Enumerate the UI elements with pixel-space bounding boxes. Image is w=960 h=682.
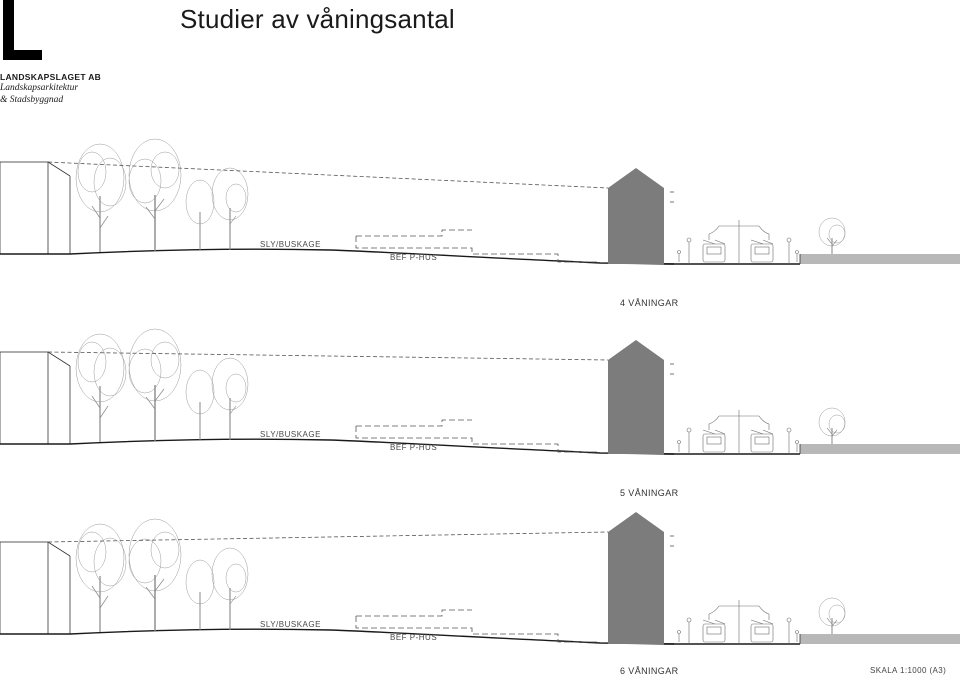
trees-left xyxy=(76,139,248,252)
section-4-floors: SLY/BUSKAGE BEF P-HUS xyxy=(0,130,960,305)
scale-note: SKALA 1:1000 (A3) xyxy=(870,666,946,675)
center-building xyxy=(608,168,664,264)
logo-mark xyxy=(0,0,45,68)
label-sly-buskage: SLY/BUSKAGE xyxy=(260,240,321,249)
label-sly-buskage: SLY/BUSKAGE xyxy=(260,430,321,439)
logo-line3: & Stadsbyggnad xyxy=(0,95,130,107)
caption-4-floors: 4 VÅNINGAR xyxy=(620,298,679,308)
tree-right xyxy=(819,218,845,254)
caption-5-floors: 5 VÅNINGAR xyxy=(620,488,679,498)
left-building-outline xyxy=(0,162,70,254)
page-title: Studier av våningsantal xyxy=(180,4,455,35)
label-bef-p-hus: BEF P-HUS xyxy=(390,443,437,452)
label-sly-buskage: SLY/BUSKAGE xyxy=(260,620,321,629)
logo-text: LANDSKAPSLAGET AB Landskapsarkitektur & … xyxy=(0,72,130,106)
logo: LANDSKAPSLAGET AB Landskapsarkitektur & … xyxy=(0,0,130,106)
logo-line1: LANDSKAPSLAGET AB xyxy=(0,72,130,83)
logo-line2: Landskapsarkitektur xyxy=(0,83,130,95)
section-5-floors: SLY/BUSKAGE BEF P-HUS xyxy=(0,320,960,495)
right-platform xyxy=(800,254,960,264)
label-bef-p-hus: BEF P-HUS xyxy=(390,253,437,262)
caption-6-floors: 6 VÅNINGAR xyxy=(620,666,679,676)
section-6-floors: SLY/BUSKAGE BEF P-HUS xyxy=(0,510,960,682)
label-bef-p-hus: BEF P-HUS xyxy=(390,633,437,642)
street-furniture xyxy=(678,220,799,264)
